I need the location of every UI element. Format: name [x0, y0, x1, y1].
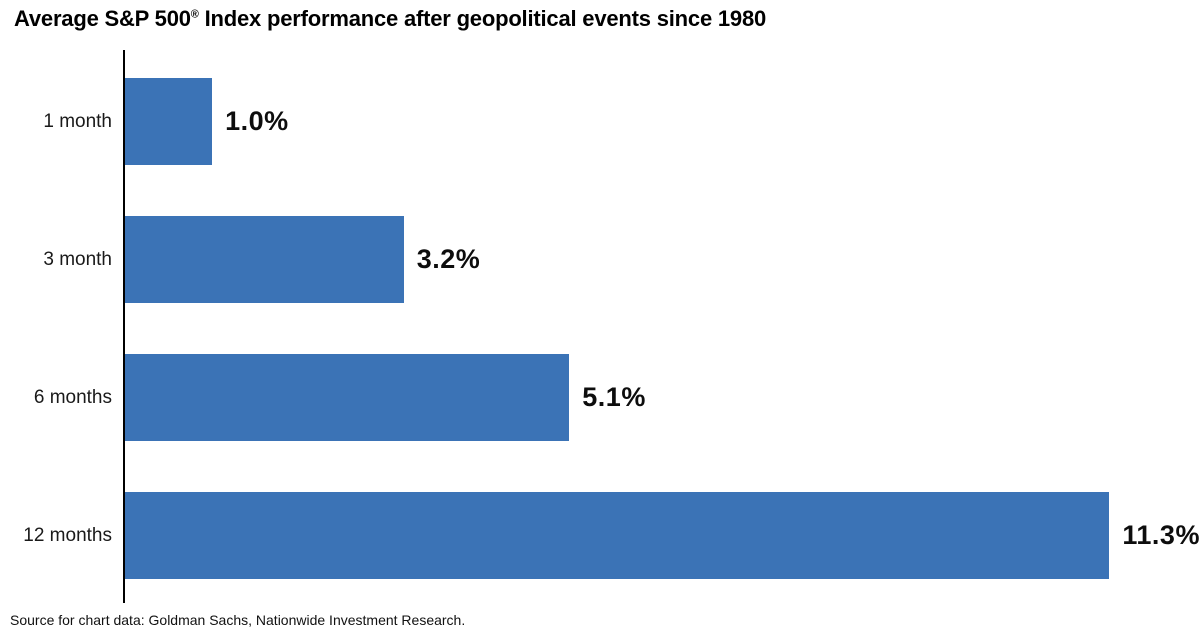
y-tick-label-6-months: 6 months	[33, 387, 112, 408]
value-label-6-months: 5.1%	[582, 382, 646, 412]
chart-title-suffix: Index performance after geopolitical eve…	[198, 6, 767, 31]
plot-area: 1.0% 3.2% 5.1% 11.3%	[125, 50, 1200, 603]
bar-1-month	[125, 78, 213, 165]
source-note: Source for chart data: Goldman Sachs, Na…	[10, 612, 466, 628]
chart-title: Average S&P 500® Index performance after…	[14, 6, 766, 32]
bar-3-month	[125, 216, 404, 303]
value-label-3-month: 3.2%	[416, 244, 481, 274]
bar-row: 5.1%	[125, 354, 1200, 441]
bar-row: 11.3%	[125, 492, 1200, 579]
registered-trademark-symbol: ®	[190, 8, 199, 21]
plot-region: 1 month 3 month 6 months 12 months 1.0% …	[0, 50, 1200, 603]
chart-title-prefix: Average S&P 500	[14, 6, 191, 31]
y-tick-label-12-months: 12 months	[23, 525, 112, 546]
bar-row: 1.0%	[125, 78, 1200, 165]
bar-6-months	[125, 354, 570, 441]
value-label-1-month: 1.0%	[225, 106, 289, 136]
bar-row: 3.2%	[125, 216, 1200, 303]
y-tick-label-1-month: 1 month	[43, 111, 112, 132]
bar-12-months	[125, 492, 1110, 579]
y-tick-label-3-month: 3 month	[43, 249, 112, 270]
value-label-12-months: 11.3%	[1122, 520, 1200, 550]
y-axis-line	[123, 50, 125, 603]
y-axis-tick-labels: 1 month 3 month 6 months 12 months	[0, 50, 112, 603]
